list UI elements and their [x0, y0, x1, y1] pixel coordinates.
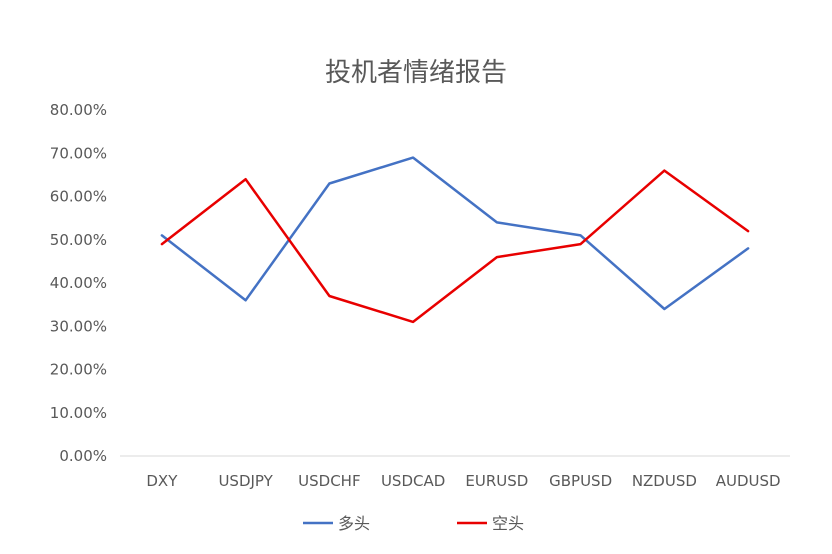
- legend-label: 空头: [492, 514, 524, 533]
- y-tick-label: 40.00%: [50, 274, 107, 292]
- x-axis: DXY USDJPY USDCHF USDCAD EURUSD GBPUSD NZDUSD A…: [146, 472, 780, 490]
- y-axis: 0.00% 10.00% 20.00% 30.00% 40.00% 50.00% 60.00…: [50, 101, 107, 465]
- series-line-0: [160, 156, 750, 311]
- chart-title: 投机者情绪报告: [324, 58, 507, 88]
- y-tick-label: 50.00%: [50, 231, 107, 249]
- x-tick-label: USDCHF: [298, 472, 360, 490]
- x-tick-label: EURUSD: [465, 472, 528, 490]
- series-layer: [160, 156, 750, 324]
- y-tick-label: 0.00%: [59, 447, 107, 465]
- series-line-1: [160, 169, 750, 324]
- x-tick-label: AUDUSD: [716, 472, 781, 490]
- legend-label: 多头: [338, 514, 370, 533]
- y-tick-label: 80.00%: [50, 101, 107, 119]
- y-tick-label: 70.00%: [50, 144, 107, 162]
- y-tick-label: 20.00%: [50, 361, 107, 379]
- x-tick-label: USDCAD: [381, 472, 445, 490]
- legend: 多头 空头: [303, 514, 524, 533]
- x-tick-label: NZDUSD: [632, 472, 697, 490]
- y-tick-label: 30.00%: [50, 317, 107, 335]
- x-tick-label: GBPUSD: [549, 472, 612, 490]
- x-tick-label: DXY: [146, 472, 178, 490]
- x-tick-label: USDJPY: [218, 472, 273, 490]
- y-tick-label: 10.00%: [50, 404, 107, 422]
- y-tick-label: 60.00%: [50, 188, 107, 206]
